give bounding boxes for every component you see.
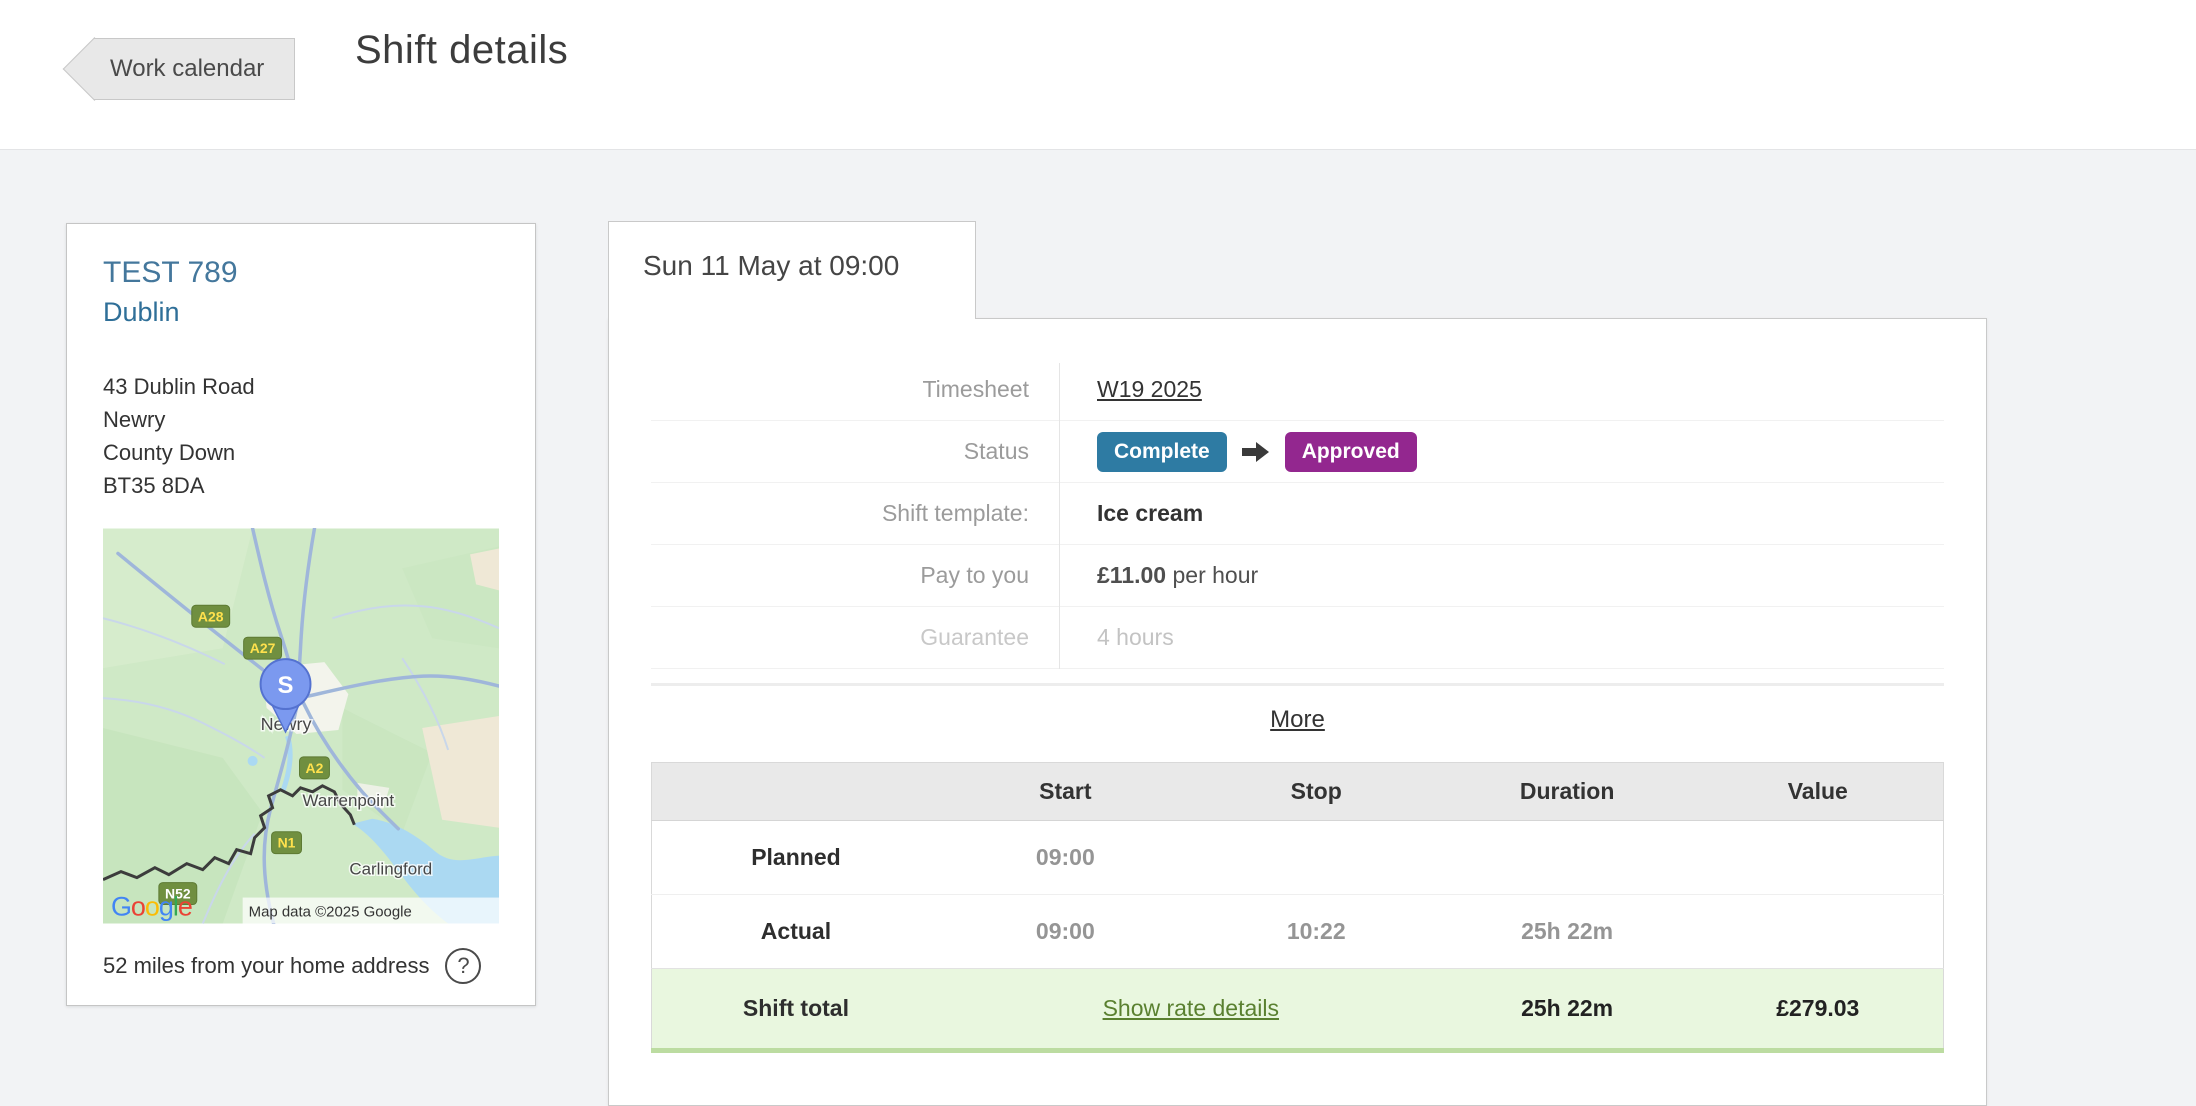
back-to-work-calendar-button[interactable]: Work calendar	[94, 38, 296, 100]
start-column-header: Start	[939, 762, 1191, 821]
map-pin-icon[interactable]: S	[259, 658, 312, 734]
duration-column-header: Duration	[1441, 762, 1693, 821]
shift-date-tab-label: Sun 11 May at 09:00	[643, 250, 900, 281]
shift-times-table: Start Stop Duration Value Planned 09:00 …	[651, 762, 1944, 1053]
road-shield-n52: N52	[158, 882, 198, 906]
map-place-labels: Newry Warrenpoint Carlingford	[259, 712, 434, 880]
stop-column-header: Stop	[1190, 762, 1442, 821]
place-label-warrenpoint: Warrenpoint	[302, 791, 394, 810]
address-line: County Down	[103, 440, 236, 465]
more-section: More	[651, 683, 1944, 762]
road-shield-a27: A27	[243, 636, 283, 660]
svg-text:A27: A27	[250, 640, 276, 656]
pay-label: Pay to you	[920, 562, 1029, 588]
map-border-line	[103, 784, 356, 881]
shift-template-label: Shift template:	[881, 500, 1029, 526]
distance-note-row: 52 miles from your home address ?	[103, 948, 499, 984]
address-line: Newry	[103, 407, 166, 432]
guarantee-label: Guarantee	[920, 624, 1029, 650]
planned-duration	[1441, 820, 1693, 895]
detail-row-timesheet: Timesheet W19 2025	[651, 359, 1944, 421]
shift-details-list: Timesheet W19 2025 Status Complete Appro…	[651, 359, 1944, 669]
table-header-row: Start Stop Duration Value	[651, 762, 1944, 821]
actual-duration: 25h 22m	[1441, 894, 1693, 969]
site-address: 43 Dublin Road Newry County Down BT35 8D…	[103, 370, 499, 502]
empty-header-cell	[651, 762, 940, 821]
status-label: Status	[963, 438, 1029, 464]
total-duration: 25h 22m	[1441, 968, 1693, 1053]
guarantee-value: 4 hours	[1097, 624, 1174, 650]
value-column-header: Value	[1692, 762, 1944, 821]
svg-text:N52: N52	[165, 886, 191, 902]
pin-letter: S	[278, 672, 294, 699]
pay-amount: £11.00	[1097, 562, 1167, 588]
map-minor-roads	[103, 604, 499, 924]
table-row-planned: Planned 09:00	[651, 820, 1944, 895]
pay-unit: per hour	[1166, 562, 1259, 588]
address-line: BT35 8DA	[103, 473, 205, 498]
detail-row-guarantee: Guarantee 4 hours	[651, 607, 1944, 669]
detail-row-pay: Pay to you £11.00 per hour	[651, 545, 1944, 607]
road-shield-a2: A2	[299, 756, 330, 780]
shift-template-value: Ice cream	[1097, 500, 1204, 526]
site-name-link[interactable]: TEST 789	[103, 256, 238, 289]
actual-value	[1692, 894, 1944, 969]
detail-row-status: Status Complete Approved	[651, 421, 1944, 483]
svg-text:A2: A2	[306, 760, 324, 776]
rate-details-cell: Show rate details	[939, 968, 1442, 1053]
timesheet-link[interactable]: W19 2025	[1097, 376, 1202, 402]
planned-value	[1692, 820, 1944, 895]
top-header: Work calendar Shift details	[0, 0, 2196, 150]
planned-stop	[1190, 820, 1442, 895]
detail-row-shift-template: Shift template: Ice cream	[651, 483, 1944, 545]
actual-stop: 10:22	[1190, 894, 1442, 969]
svg-text:N1: N1	[278, 835, 296, 851]
back-button-label: Work calendar	[110, 55, 265, 82]
site-city-link[interactable]: Dublin	[103, 297, 180, 327]
address-line: 43 Dublin Road	[103, 374, 255, 399]
place-label-carlingford: Carlingford	[349, 860, 432, 879]
table-row-shift-total: Shift total Show rate details 25h 22m £2…	[651, 968, 1944, 1053]
arrow-right-icon	[1241, 441, 1271, 463]
planned-start: 09:00	[939, 820, 1191, 895]
map-attribution: Map data ©2025 Google	[249, 904, 412, 921]
road-shield-n1: N1	[271, 831, 302, 855]
distance-note: 52 miles from your home address	[103, 953, 430, 978]
status-badge-approved: Approved	[1284, 431, 1417, 472]
timesheet-label: Timesheet	[922, 376, 1029, 402]
more-link[interactable]: More	[1270, 706, 1325, 733]
map-attribution-bar: Map data ©2025 Google	[242, 897, 499, 924]
actual-start: 09:00	[939, 894, 1191, 969]
road-shield-a28: A28	[191, 604, 231, 628]
show-rate-details-link[interactable]: Show rate details	[1102, 995, 1279, 1021]
location-card: TEST 789 Dublin 43 Dublin Road Newry Cou…	[66, 223, 536, 1006]
location-map[interactable]: A28 A27 A2 N1 N52 Newry Warrenpoint Carl…	[103, 528, 499, 924]
svg-text:A28: A28	[198, 608, 224, 624]
table-row-actual: Actual 09:00 10:22 25h 22m	[651, 894, 1944, 969]
help-icon[interactable]: ?	[445, 948, 482, 984]
map-road-shields: A28 A27 A2 N1 N52	[158, 604, 330, 906]
total-value: £279.03	[1692, 968, 1944, 1053]
page-title: Shift details	[355, 28, 569, 72]
actual-row-label: Actual	[651, 894, 940, 969]
help-glyph: ?	[457, 953, 470, 978]
shift-date-tab[interactable]: Sun 11 May at 09:00	[608, 221, 976, 319]
shift-details-panel: Timesheet W19 2025 Status Complete Appro…	[608, 318, 1987, 1106]
status-badge-complete: Complete	[1097, 431, 1227, 472]
planned-row-label: Planned	[651, 820, 940, 895]
google-logo[interactable]: Google	[111, 892, 193, 922]
total-row-label: Shift total	[651, 968, 940, 1053]
